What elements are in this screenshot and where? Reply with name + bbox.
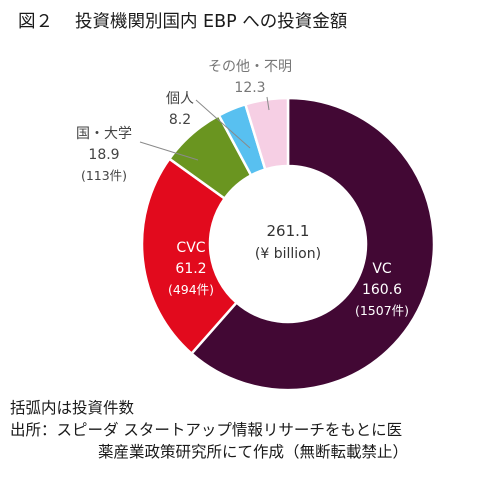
slice-2 [140, 157, 239, 356]
slice-1 [189, 96, 436, 392]
leader-line-3 [139, 141, 199, 161]
slice-label-1-1: VC [372, 261, 392, 277]
slice-labels: VC 160.6 (1507件) CVC 61.2 (494件) 国・大学 18.9 (113件… [76, 59, 409, 318]
slice-label-2-2: 61.2 [175, 261, 206, 277]
donut-chart: VC 160.6 (1507件) CVC 61.2 (494件) 国・大学 18.9 (113件… [76, 59, 436, 392]
chart-title: 図２ 投資機関別国内 EBP への投資金額 [18, 8, 488, 33]
slice-label-5-1: その他・不明 [208, 59, 292, 75]
note-source-cont: 薬産業政策研究所にて作成（無断転載禁止） [98, 443, 409, 461]
slice-label-5-2: 12.3 [234, 80, 265, 96]
total-unit: (¥ billion) [255, 246, 321, 262]
leader-line-4 [195, 99, 251, 149]
notes: 括弧内は投資件数 出所：スピーダ スタートアップ情報リサーチをもとに医 薬産業政… [10, 397, 496, 463]
total-value: 261.1 [267, 222, 310, 240]
note-source: 出所：スピーダ スタートアップ情報リサーチをもとに医 [10, 421, 403, 439]
figure-label: 図２ [18, 12, 53, 32]
slice-label-2-1: CVC [176, 240, 205, 256]
slice-label-3-3: (113件) [81, 168, 127, 183]
title-text: 投資機関別国内 EBP への投資金額 [75, 12, 348, 32]
slice-label-3-1: 国・大学 [76, 126, 132, 142]
slice-label-3-2: 18.9 [88, 147, 119, 163]
note-count: 括弧内は投資件数 [10, 399, 135, 417]
slice-5 [243, 96, 290, 171]
donut-slices [140, 96, 436, 392]
leader-lines [139, 96, 270, 161]
slice-label-2-3: (494件) [168, 282, 214, 297]
slice-label-1-3: (1507件) [355, 303, 409, 318]
slice-label-1-2: 160.6 [362, 282, 402, 298]
slice-label-4-1: 個人 [166, 91, 194, 107]
leader-line-5 [266, 96, 270, 111]
slice-label-4-2: 8.2 [169, 112, 191, 128]
